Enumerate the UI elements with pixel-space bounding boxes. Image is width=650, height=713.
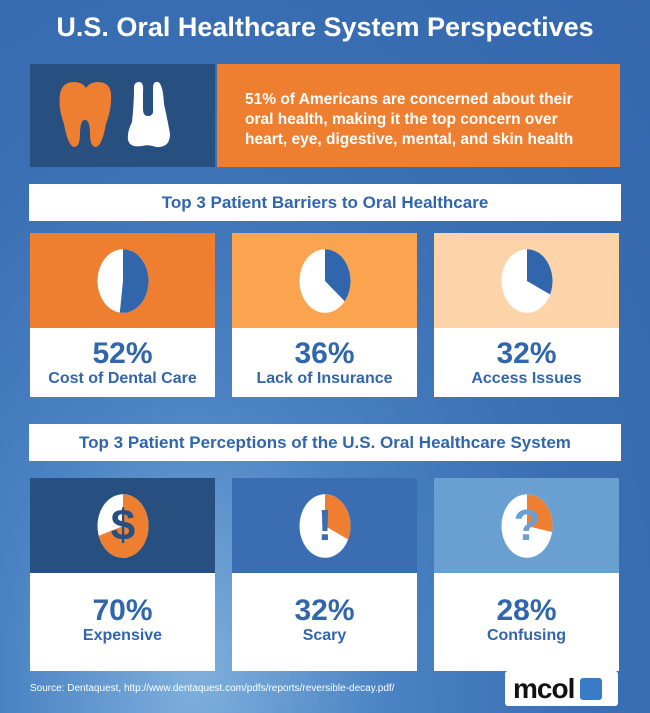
- pie-card: 36% Lack of Insurance: [232, 233, 417, 397]
- pie-card: 32% Access Issues: [434, 233, 619, 397]
- question-icon: ?: [513, 501, 540, 550]
- pie-slice: [526, 248, 552, 295]
- pie-panel: [30, 233, 215, 328]
- pie-chart: ?: [501, 493, 553, 558]
- stat-box: 36% Lack of Insurance: [232, 328, 417, 397]
- stat-percent: 70%: [92, 594, 153, 627]
- stat-label: Confusing: [486, 627, 567, 644]
- pie-chart: !: [299, 493, 350, 558]
- pie-slice: [526, 493, 553, 532]
- pie-slice: [324, 248, 351, 301]
- pie-chart: [299, 248, 351, 313]
- pie-chart: $: [97, 493, 149, 558]
- pie-panel: [232, 233, 417, 328]
- mcol-logo: mcol: [505, 671, 618, 706]
- pie-chart: [501, 248, 552, 313]
- source-note: Source: Dentaquest, http://www.dentaques…: [30, 683, 395, 694]
- pie-card: $70% Expensive: [30, 478, 215, 671]
- pie-card: 52% Cost of Dental Care: [30, 233, 215, 397]
- stat-box: 52% Cost of Dental Care: [30, 328, 215, 397]
- pie-slice: [119, 248, 149, 313]
- stat-percent: 32%: [496, 337, 557, 370]
- pie-panel: [434, 233, 619, 328]
- stat-label: Expensive: [82, 627, 163, 644]
- pie-chart: [97, 248, 149, 313]
- page-title: U.S. Oral Healthcare System Perspectives: [56, 12, 594, 42]
- logo-text: mcol: [513, 672, 575, 704]
- tooth-panel: [30, 64, 215, 167]
- exclamation-icon: !: [317, 501, 332, 550]
- tooth-icon: [59, 81, 170, 148]
- stat-box: 32% Access Issues: [434, 328, 619, 397]
- dollar-icon: $: [110, 501, 134, 550]
- stat-percent: 36%: [294, 337, 355, 370]
- intro-callout: 51% of Americans are concerned about the…: [217, 64, 620, 167]
- logo-mark-icon: [580, 677, 603, 700]
- pie-card: ! 32% Scary: [232, 478, 417, 671]
- stat-label: Lack of Insurance: [256, 370, 393, 387]
- pie-slice: [324, 493, 350, 540]
- stat-box: 32% Scary: [232, 573, 417, 671]
- pie-panel: $: [30, 478, 215, 573]
- pie-slice: [98, 493, 149, 558]
- barriers-heading: Top 3 Patient Barriers to Oral Healthcar…: [29, 184, 621, 221]
- stat-box: 70% Expensive: [30, 573, 215, 671]
- stat-label: Cost of Dental Care: [48, 370, 197, 387]
- stat-percent: 52%: [92, 337, 153, 370]
- perceptions-heading: Top 3 Patient Perceptions of the U.S. Or…: [29, 424, 621, 461]
- stat-label: Access Issues: [471, 370, 582, 387]
- stat-label: Scary: [302, 627, 347, 644]
- stat-percent: 28%: [496, 594, 557, 627]
- stat-percent: 32%: [294, 594, 355, 627]
- pie-panel: ?: [434, 478, 619, 573]
- pie-panel: !: [232, 478, 417, 573]
- stat-box: 28% Confusing: [434, 573, 619, 671]
- pie-card: ? 28% Confusing: [434, 478, 619, 671]
